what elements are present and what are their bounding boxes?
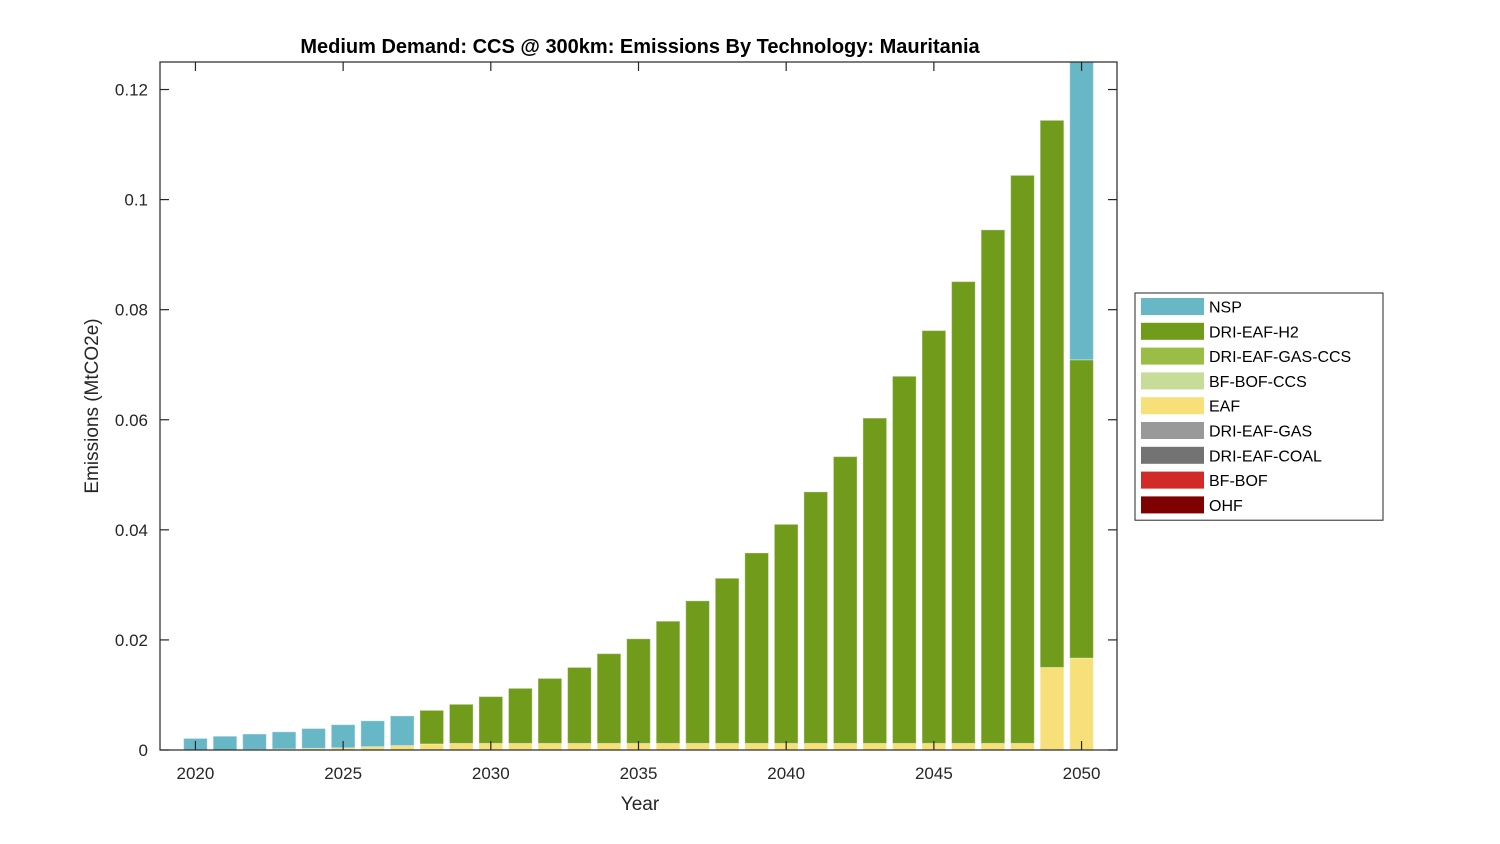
y-tick-label: 0.1 xyxy=(124,191,148,210)
y-tick-label: 0 xyxy=(139,741,148,760)
bar-eaf-2037 xyxy=(685,742,710,750)
legend: NSP DRI-EAF-H2 DRI-EAF-GAS-CCS BF-BOF-CCS EA… xyxy=(1134,292,1384,521)
bar-eaf-2027 xyxy=(389,745,415,750)
legend-swatch-bf-bof-ccs xyxy=(1141,372,1204,390)
x-tick-label: 2050 xyxy=(1063,764,1101,783)
bar-dri-eaf-h2-2046 xyxy=(951,281,976,744)
legend-label-bf-bof: BF-BOF xyxy=(1209,473,1268,490)
bar-dri-eaf-h2-2031 xyxy=(508,687,533,744)
bar-eaf-2036 xyxy=(655,742,681,750)
bar-nsp-2024 xyxy=(301,728,326,749)
legend-swatch-dri-eaf-gas xyxy=(1141,422,1204,439)
legend-label-bf-bof-ccs: BF-BOF-CCS xyxy=(1209,374,1307,391)
legend-label-dri-eaf-h2: DRI-EAF-H2 xyxy=(1209,324,1299,341)
bar-dri-eaf-h2-2044 xyxy=(892,375,917,744)
bar-eaf-2028 xyxy=(419,743,445,750)
bar-nsp-2021 xyxy=(212,735,238,750)
bars-group xyxy=(183,62,1094,750)
bar-eaf-2048 xyxy=(1010,742,1035,750)
bar-dri-eaf-h2-2050 xyxy=(1069,359,1094,659)
x-tick-label: 2030 xyxy=(472,764,510,783)
bar-eaf-2044 xyxy=(892,742,917,750)
bar-dri-eaf-h2-2038 xyxy=(714,577,740,744)
x-axis-label: Year xyxy=(621,794,660,815)
bar-dri-eaf-h2-2045 xyxy=(921,330,947,744)
x-tick-label: 2040 xyxy=(767,764,805,783)
bar-eaf-2043 xyxy=(862,742,888,750)
bar-dri-eaf-h2-2029 xyxy=(448,703,474,744)
bar-dri-eaf-h2-2037 xyxy=(685,600,710,744)
bar-eaf-2034 xyxy=(596,742,622,750)
bar-eaf-2042 xyxy=(832,742,858,750)
y-tick-label: 0.08 xyxy=(115,301,148,320)
chart-title: Medium Demand: CCS @ 300km: Emissions By… xyxy=(300,36,980,58)
x-ticks: 2020 2025 2030 2035 2040 2045 2050 xyxy=(177,62,1101,783)
bar-dri-eaf-h2-2032 xyxy=(537,677,563,744)
bar-eaf-2032 xyxy=(537,742,563,750)
bar-eaf-2029 xyxy=(448,742,474,750)
y-tick-label: 0.12 xyxy=(115,81,148,100)
bar-nsp-2026 xyxy=(360,720,385,748)
legend-label-nsp: NSP xyxy=(1209,300,1242,317)
bar-dri-eaf-h2-2049 xyxy=(1039,119,1065,668)
bar-nsp-2050 xyxy=(1069,62,1094,361)
legend-label-ohf: OHF xyxy=(1209,498,1243,515)
bar-nsp-2023 xyxy=(271,731,297,750)
x-tick-label: 2020 xyxy=(177,764,215,783)
bar-dri-eaf-h2-2039 xyxy=(744,552,769,744)
bar-eaf-2041 xyxy=(803,742,829,750)
legend-swatch-eaf xyxy=(1141,397,1204,415)
bar-dri-eaf-h2-2030 xyxy=(478,696,504,744)
bar-dri-eaf-h2-2043 xyxy=(862,417,888,744)
bar-eaf-2039 xyxy=(744,742,769,750)
legend-swatch-bf-bof xyxy=(1141,471,1204,489)
bar-dri-eaf-h2-2041 xyxy=(803,491,829,744)
bar-eaf-2046 xyxy=(951,742,976,750)
bar-dri-eaf-h2-2036 xyxy=(655,620,681,744)
legend-label-dri-eaf-coal: DRI-EAF-COAL xyxy=(1209,448,1322,465)
bar-eaf-2033 xyxy=(567,742,592,750)
legend-swatch-ohf xyxy=(1141,496,1204,514)
bar-dri-eaf-h2-2048 xyxy=(1010,174,1035,744)
legend-swatch-dri-eaf-gas-ccs xyxy=(1141,347,1204,365)
legend-swatch-dri-eaf-coal xyxy=(1141,446,1204,464)
y-tick-label: 0.06 xyxy=(115,411,148,430)
bar-eaf-2047 xyxy=(980,742,1006,750)
x-tick-label: 2035 xyxy=(620,764,658,783)
bar-dri-eaf-h2-2035 xyxy=(626,638,651,744)
bar-nsp-2027 xyxy=(389,715,415,747)
bar-eaf-2050 xyxy=(1069,657,1094,750)
bar-dri-eaf-h2-2042 xyxy=(832,456,858,744)
x-tick-label: 2025 xyxy=(324,764,362,783)
bar-dri-eaf-h2-2034 xyxy=(596,653,622,744)
bar-eaf-2031 xyxy=(508,742,533,750)
y-tick-label: 0.02 xyxy=(115,631,148,650)
bar-dri-eaf-h2-2040 xyxy=(773,523,799,744)
legend-swatch-dri-eaf-h2 xyxy=(1141,322,1204,340)
legend-label-dri-eaf-gas: DRI-EAF-GAS xyxy=(1209,424,1312,441)
legend-label-eaf: EAF xyxy=(1209,399,1240,416)
y-ticks: 0 0.02 0.04 0.06 0.08 0.1 0.12 xyxy=(115,81,1117,760)
y-tick-label: 0.04 xyxy=(115,521,148,540)
legend-label-dri-eaf-gas-ccs: DRI-EAF-GAS-CCS xyxy=(1209,349,1351,366)
legend-swatch-nsp xyxy=(1141,298,1204,315)
bar-dri-eaf-h2-2028 xyxy=(419,709,445,745)
bar-dri-eaf-h2-2047 xyxy=(980,229,1006,744)
y-axis-label: Emissions (MtCO2e) xyxy=(82,318,103,493)
bar-eaf-2049 xyxy=(1039,666,1065,750)
bar-nsp-2022 xyxy=(242,733,267,750)
bar-eaf-2038 xyxy=(714,742,740,750)
x-tick-label: 2045 xyxy=(915,764,953,783)
bar-dri-eaf-h2-2033 xyxy=(567,666,592,744)
